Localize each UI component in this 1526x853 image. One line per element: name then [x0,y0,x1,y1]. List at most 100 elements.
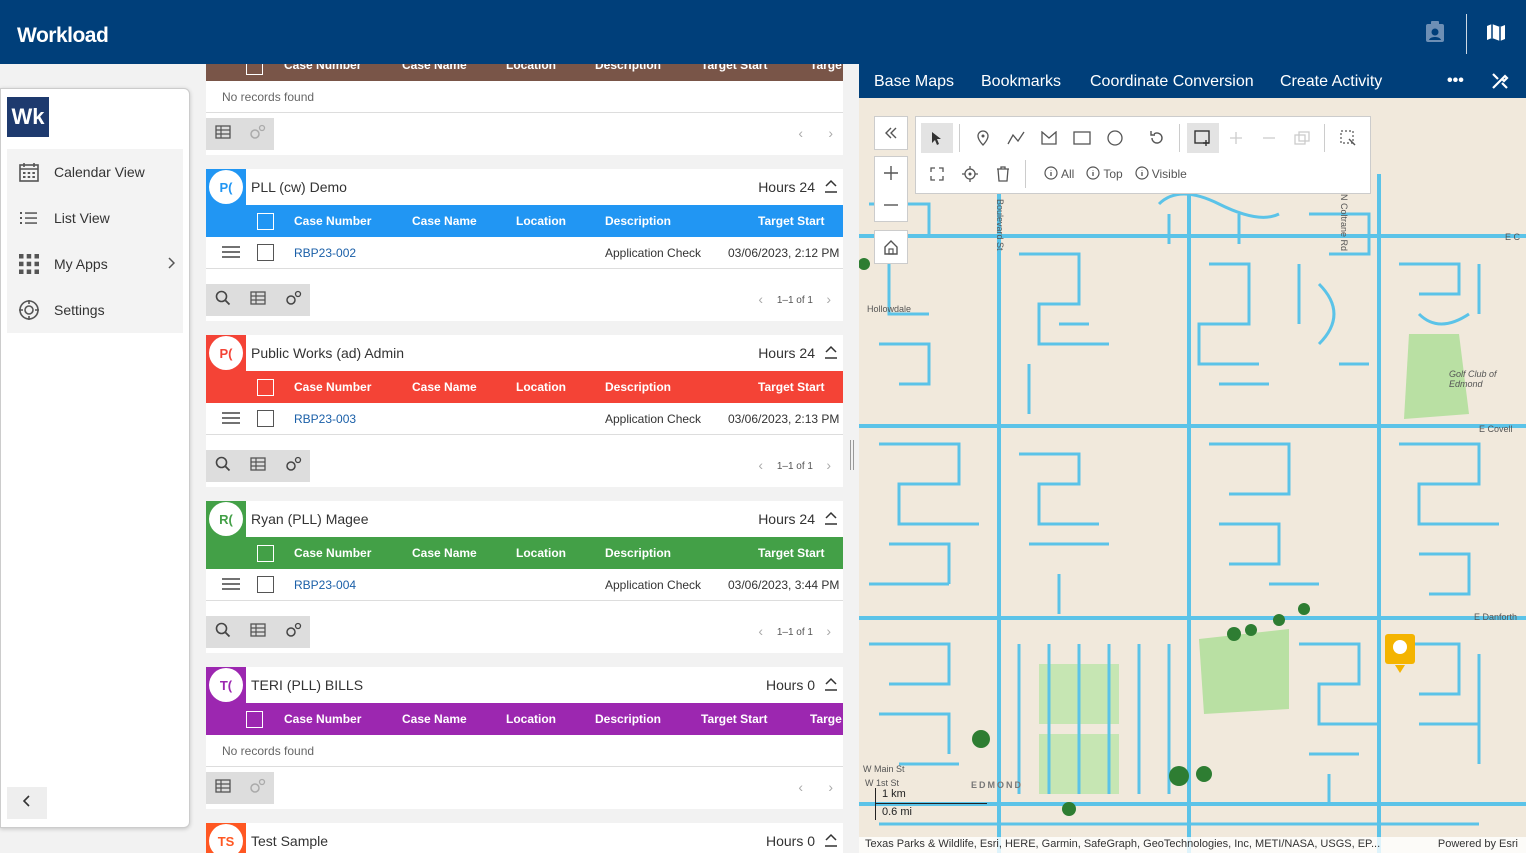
home-button[interactable] [874,230,908,264]
table-view-button[interactable] [241,284,276,316]
settings-button[interactable] [240,772,274,804]
fullscreen-icon[interactable] [921,159,953,189]
zoom-in-button[interactable] [875,157,907,189]
collapse-caret-icon[interactable] [825,179,837,198]
select-by-rectangle-icon[interactable] [1332,123,1364,153]
group-header[interactable]: TS Test Sample Hours 0 [206,823,843,853]
info-top-button[interactable]: Top [1086,165,1123,183]
card-spacer [206,435,843,445]
next-page-icon[interactable]: › [826,457,831,473]
add-feature-icon[interactable] [1187,123,1219,153]
polygon-tool-icon[interactable] [1033,123,1065,153]
next-page-icon[interactable]: › [828,779,833,795]
workload-list: Case Number Case Name Location Descripti… [206,64,843,853]
undo-icon[interactable] [1141,123,1173,153]
panel-splitter[interactable] [850,440,854,470]
drag-handle-icon[interactable] [222,246,240,261]
map-icon[interactable] [1484,20,1508,44]
sidebar-item-my-apps[interactable]: My Apps [7,241,183,287]
plus-icon[interactable] [1220,123,1252,153]
sidebar-collapse-button[interactable] [7,787,47,819]
layers-icon[interactable] [1286,123,1318,153]
collapse-caret-icon[interactable] [825,345,837,364]
group-header[interactable]: T( TERI (PLL) BILLS Hours 0 [206,667,843,703]
table-row[interactable]: RBP23-004 Application Check 03/06/2023, … [206,569,843,601]
row-checkbox[interactable] [257,410,274,427]
prev-page-icon[interactable]: ‹ [798,779,803,795]
row-checkbox[interactable] [257,244,274,261]
search-button[interactable] [206,616,241,648]
powered-by-text[interactable]: Powered by Esri [1437,838,1518,850]
collapse-caret-icon[interactable] [825,833,837,852]
table-view-button[interactable] [241,616,276,648]
group-header[interactable]: R( Ryan (PLL) Magee Hours 24 [206,501,843,537]
select-pointer-icon[interactable] [921,123,953,153]
table-row[interactable]: RBP23-002 Application Check 03/06/2023, … [206,237,843,269]
settings-button[interactable] [240,118,274,150]
prev-page-icon[interactable]: ‹ [758,457,763,473]
sidebar-item-list-view[interactable]: List View [7,195,183,241]
select-all-checkbox[interactable] [257,379,274,396]
group-header[interactable]: P( PLL (cw) Demo Hours 24 [206,169,843,205]
prev-page-icon[interactable]: ‹ [758,291,763,307]
delete-icon[interactable] [987,159,1019,189]
row-checkbox[interactable] [257,576,274,593]
tab-coordinate-conversion[interactable]: Coordinate Conversion [1090,73,1254,90]
zoom-out-button[interactable] [875,189,907,221]
table-view-button[interactable] [206,772,240,804]
tools-icon[interactable] [1490,71,1510,96]
case-number-link[interactable]: RBP23-002 [294,246,357,260]
search-button[interactable] [206,450,241,482]
point-tool-icon[interactable] [967,123,999,153]
gears-icon [248,124,266,145]
rectangle-tool-icon[interactable] [1066,123,1098,153]
table-view-button[interactable] [206,118,240,150]
drag-handle-icon[interactable] [222,412,240,427]
list-icon [17,206,41,230]
info-visible-button[interactable]: Visible [1135,165,1187,183]
table-row[interactable]: RBP23-003 Application Check 03/06/2023, … [206,403,843,435]
avatar-wrap: T( [206,665,246,705]
circle-tool-icon[interactable] [1099,123,1131,153]
settings-button[interactable] [275,450,310,482]
select-all-checkbox[interactable] [257,545,274,562]
collapse-caret-icon[interactable] [825,677,837,696]
locate-icon[interactable] [954,159,986,189]
tab-base-maps[interactable]: Base Maps [874,73,955,90]
column-header: Target Start [758,214,825,228]
next-page-icon[interactable]: › [826,291,831,307]
prev-page-icon[interactable]: ‹ [798,125,803,141]
group-header[interactable]: P( Public Works (ad) Admin Hours 24 [206,335,843,371]
column-header: Targe [810,712,842,726]
search-button[interactable] [206,284,241,316]
select-all-checkbox[interactable] [246,711,263,728]
prev-page-icon[interactable]: ‹ [758,623,763,639]
collapse-toolbar-button[interactable] [874,116,908,150]
badge-icon[interactable] [1423,20,1447,44]
map-panel[interactable]: Hollowdale Golf Club of Edmond E Covell … [859,64,1526,853]
toolbar-group [206,284,310,316]
tab-bookmarks[interactable]: Bookmarks [981,73,1062,90]
collapse-caret-icon[interactable] [825,511,837,530]
select-all-checkbox[interactable] [246,64,263,75]
tab-create-activity[interactable]: Create Activity [1280,73,1383,90]
info-all-button[interactable]: All [1044,165,1074,183]
sidebar-item-calendar-view[interactable]: Calendar View [7,149,183,195]
more-options-button[interactable]: ••• [1447,72,1464,89]
settings-button[interactable] [275,616,310,648]
case-number-link[interactable]: RBP23-004 [294,578,357,592]
case-number-link[interactable]: RBP23-003 [294,412,357,426]
settings-button[interactable] [275,284,310,316]
table-view-button[interactable] [241,450,276,482]
separator [1025,160,1026,188]
minus-icon[interactable] [1253,123,1285,153]
polyline-tool-icon[interactable] [1000,123,1032,153]
scale-km: 1 km [875,788,987,804]
info-icon [1135,165,1149,183]
sidebar-item-settings[interactable]: Settings [7,287,183,333]
drag-handle-icon[interactable] [222,578,240,593]
next-page-icon[interactable]: › [826,623,831,639]
map-canvas[interactable] [859,64,1526,853]
select-all-checkbox[interactable] [257,213,274,230]
next-page-icon[interactable]: › [828,125,833,141]
